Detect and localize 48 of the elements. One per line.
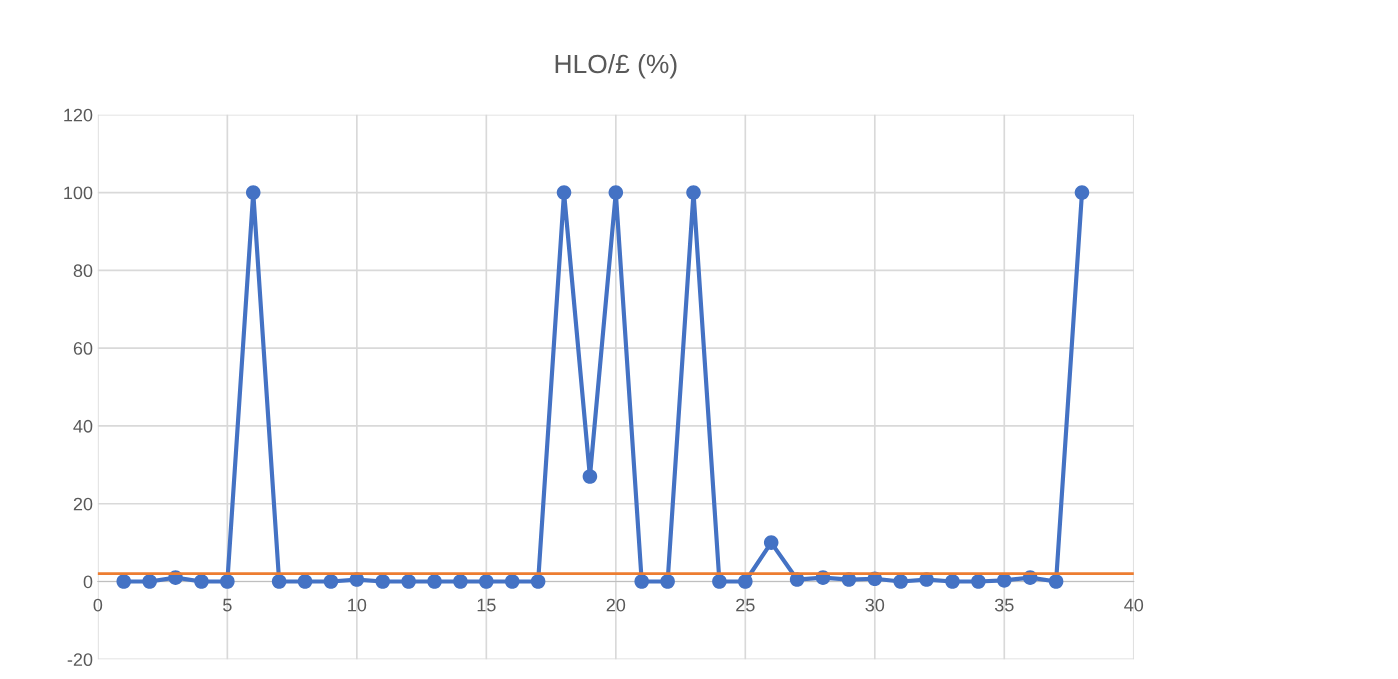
point — [323, 574, 339, 589]
x-tick-label: 20 — [606, 598, 626, 612]
point — [971, 574, 986, 589]
point — [220, 574, 235, 589]
y-tick-label: 100 — [64, 186, 93, 200]
point — [271, 574, 287, 589]
point — [1074, 185, 1090, 200]
y-tick-label: 80 — [73, 264, 93, 278]
point — [245, 185, 261, 200]
point — [479, 574, 494, 589]
point — [194, 574, 209, 589]
point — [763, 535, 779, 550]
point — [427, 574, 442, 589]
y-tick-label: 20 — [73, 497, 93, 511]
point — [453, 574, 468, 589]
point — [297, 574, 313, 589]
x-tick-label: 25 — [736, 598, 755, 612]
point — [712, 574, 727, 589]
point — [660, 574, 675, 589]
point — [686, 185, 701, 200]
point — [1048, 574, 1064, 589]
point — [634, 574, 649, 589]
point — [893, 574, 908, 589]
chart-title: HLO/£ (%) — [555, 53, 677, 79]
x-tick-label: 15 — [477, 598, 496, 612]
point — [504, 574, 520, 589]
point — [116, 574, 132, 589]
point — [582, 469, 598, 484]
y-tick-label: -20 — [67, 653, 93, 667]
y-tick-label: 40 — [73, 419, 93, 433]
x-tick-label: 40 — [1124, 598, 1144, 612]
y-tick-label: 0 — [83, 575, 93, 589]
point — [375, 574, 391, 589]
point — [401, 574, 416, 589]
point — [608, 185, 624, 200]
point — [142, 574, 157, 589]
y-tick-label: 60 — [73, 342, 93, 355]
x-tick-label: 30 — [865, 598, 885, 612]
x-tick-label: 0 — [93, 598, 103, 612]
x-tick-label: 35 — [994, 598, 1014, 612]
point — [530, 574, 546, 589]
x-tick-label: 10 — [348, 598, 367, 612]
point — [945, 574, 960, 589]
point — [556, 185, 572, 200]
point — [997, 573, 1012, 588]
x-tick-label: 5 — [223, 598, 232, 612]
y-tick-label: 120 — [64, 108, 93, 122]
point — [738, 574, 753, 589]
